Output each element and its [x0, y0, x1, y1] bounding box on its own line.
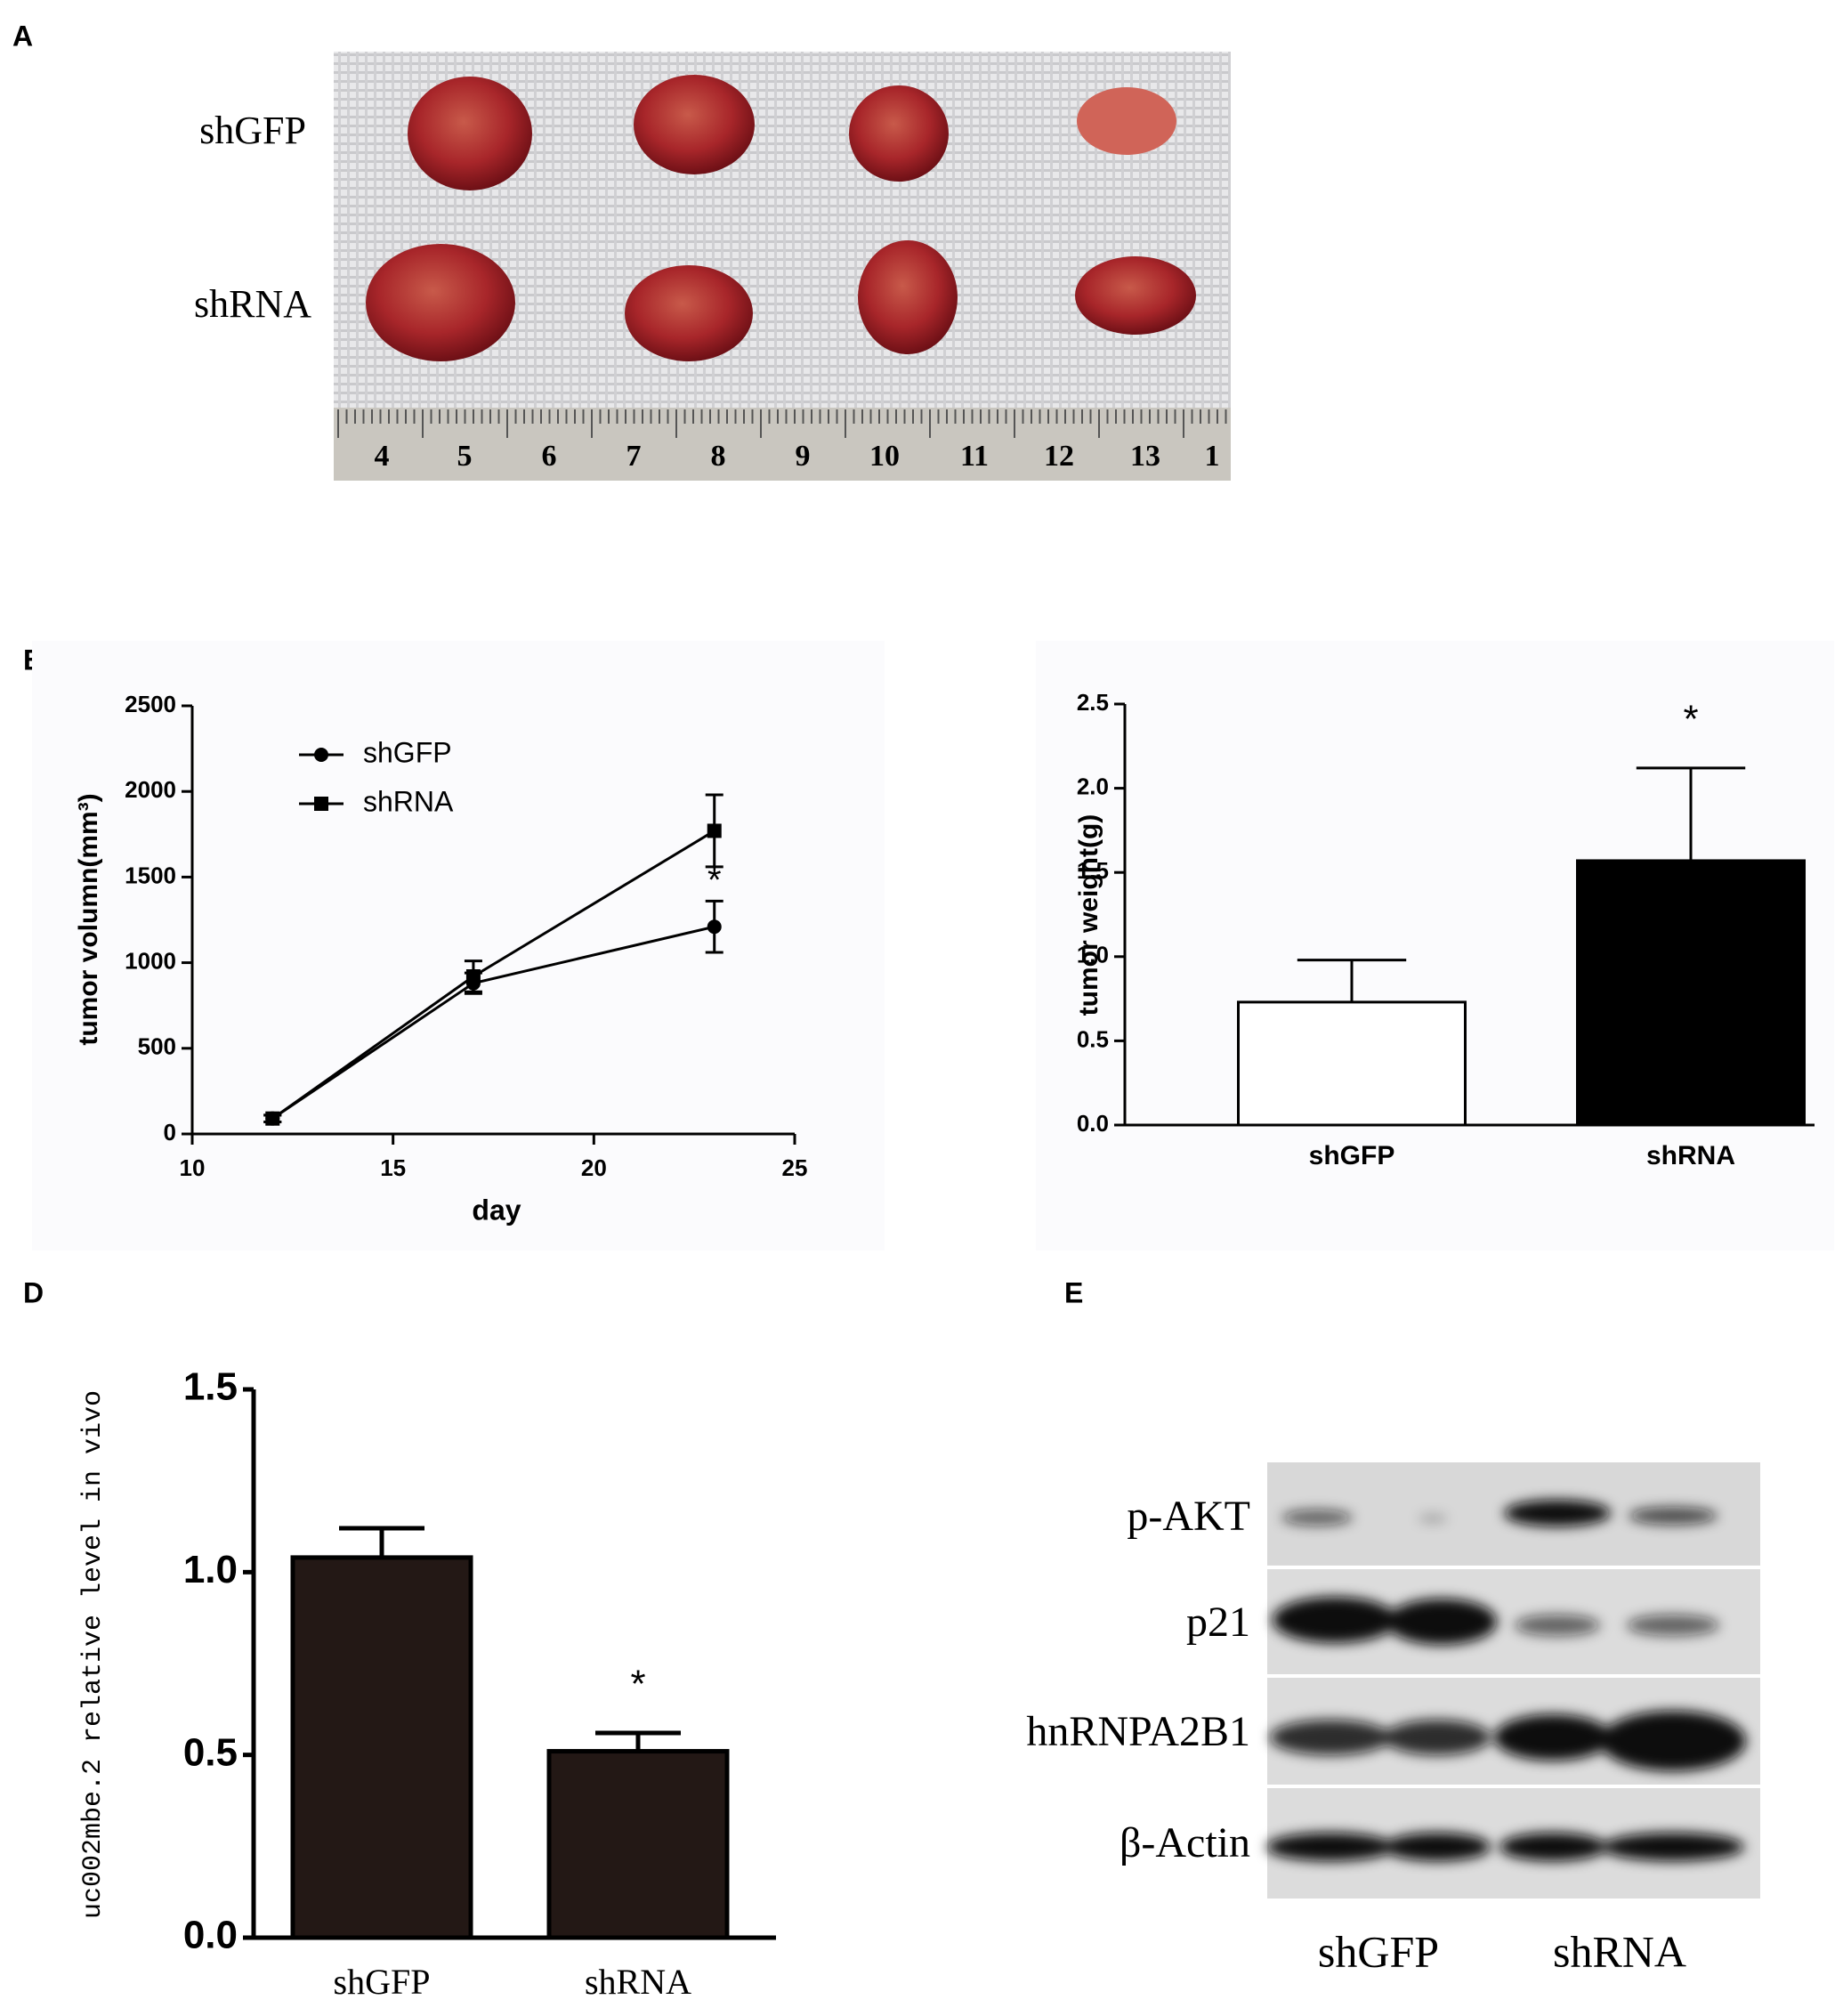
bar [290, 1555, 473, 1940]
photo-row-label: shRNA [194, 282, 311, 326]
y-tick-label: 2000 [125, 776, 176, 803]
x-tick-label: 20 [581, 1154, 607, 1181]
x-tick-label: shRNA [585, 1962, 691, 2002]
y-tick-label: 0.5 [1077, 1025, 1109, 1052]
y-tick-label: 0.0 [1077, 1110, 1109, 1137]
marker [707, 823, 722, 838]
blot-row-label: p-AKT [1127, 1493, 1250, 1540]
blot-column-label: shRNA [1553, 1926, 1686, 1976]
legend-label: shRNA [363, 785, 454, 817]
error-bar [1636, 766, 1746, 861]
y-tick-label: 0 [164, 1119, 176, 1146]
marker [265, 1111, 280, 1126]
tumor-photo [334, 52, 1231, 481]
y-axis-label: tumor volumn(mm³) [74, 793, 103, 1045]
y-tick-label: 2500 [125, 691, 176, 717]
y-tick-label: 1.5 [1077, 857, 1109, 884]
blot-row-label: hnRNPA2B1 [1026, 1708, 1250, 1755]
ruler-label: 4 [375, 440, 390, 473]
y-tick-label: 2.5 [1077, 689, 1109, 716]
y-tick-label: 0.5 [183, 1730, 238, 1774]
ruler-label: 7 [626, 440, 642, 473]
ruler-label: 8 [711, 440, 726, 473]
marker [465, 968, 481, 984]
error-bar [1297, 959, 1407, 1002]
x-tick-label: shRNA [1646, 1141, 1735, 1170]
ruler-label: 9 [796, 440, 811, 473]
x-axis-label: day [472, 1194, 521, 1226]
y-axis-label: tumor weight(g) [1074, 814, 1103, 1016]
x-tick-label: 10 [180, 1154, 206, 1181]
x-tick-label: shGFP [1309, 1141, 1395, 1170]
marker [314, 797, 328, 811]
ruler-label: 10 [869, 440, 900, 473]
ruler-label: 1 [1205, 440, 1220, 473]
legend-label: shGFP [363, 736, 452, 768]
ruler-label: 6 [542, 440, 557, 473]
y-tick-label: 1500 [125, 862, 176, 888]
y-tick-label: 1.5 [183, 1365, 238, 1409]
panel-label: D [23, 1276, 44, 1308]
x-tick-label: shGFP [334, 1962, 431, 2002]
blot-column-label: shGFP [1318, 1926, 1439, 1976]
photo-row-label: shGFP [199, 109, 306, 152]
annotation: * [630, 1663, 645, 1706]
ruler-label: 5 [457, 440, 473, 473]
error-bar [339, 1526, 424, 1558]
marker [314, 748, 328, 762]
x-tick-label: 15 [380, 1154, 406, 1181]
x-tick-label: 25 [782, 1154, 808, 1181]
bar [1237, 1000, 1467, 1127]
blot-row-label: β-Actin [1120, 1819, 1250, 1866]
panel-label: E [1064, 1276, 1083, 1308]
y-tick-label: 1.0 [1077, 942, 1109, 968]
panel-background [32, 641, 885, 1251]
bar [546, 1749, 730, 1940]
ruler-label: 13 [1130, 440, 1160, 473]
annotation: * [1683, 698, 1698, 741]
y-tick-label: 0.0 [183, 1914, 238, 1957]
marker [707, 919, 722, 935]
annotation: * [707, 861, 722, 900]
western-blot [1266, 1462, 1760, 1899]
y-tick-label: 1.0 [183, 1548, 238, 1591]
ruler-label: 12 [1044, 440, 1074, 473]
bar [1576, 859, 1806, 1127]
error-bar [595, 1730, 681, 1752]
y-tick-label: 1000 [125, 947, 176, 974]
blot-row-label: p21 [1186, 1599, 1250, 1646]
ruler-label: 11 [960, 440, 989, 473]
panel-label: A [12, 20, 33, 52]
y-axis-label: uc002mbe.2 relative level in vivo [78, 1390, 109, 1919]
y-tick-label: 500 [138, 1033, 176, 1060]
y-tick-label: 2.0 [1077, 773, 1109, 799]
